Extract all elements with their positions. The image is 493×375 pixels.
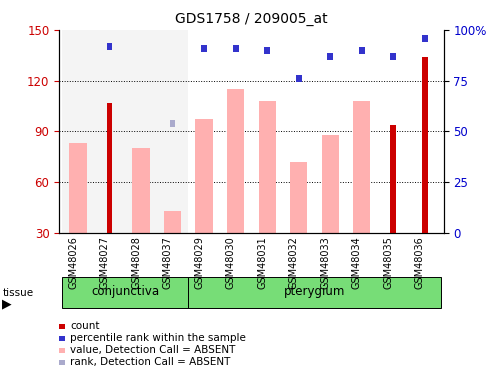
Bar [353,101,370,232]
Text: count: count [70,321,100,331]
Bar [321,135,339,232]
Text: GSM48031: GSM48031 [257,236,267,289]
Bar [170,120,176,127]
Text: rank, Detection Call = ABSENT: rank, Detection Call = ABSENT [70,357,230,367]
Text: tissue: tissue [2,288,34,297]
Bar [227,89,245,232]
Bar [258,101,276,232]
Text: ▶: ▶ [2,297,12,310]
Text: percentile rank within the sample: percentile rank within the sample [70,333,246,343]
Title: GDS1758 / 209005_at: GDS1758 / 209005_at [175,12,328,26]
Bar [233,45,239,52]
Bar [107,43,112,50]
Text: GSM48027: GSM48027 [100,236,109,289]
Bar [422,57,427,232]
Bar [390,124,396,232]
Text: GSM48032: GSM48032 [289,236,299,289]
Text: GSM48033: GSM48033 [320,236,330,289]
Text: conjunctiva: conjunctiva [91,285,159,298]
Bar [264,47,270,54]
Bar [107,103,112,232]
Text: pterygium: pterygium [284,285,345,298]
Bar [196,119,213,232]
Text: GSM48037: GSM48037 [163,236,173,289]
Bar [327,53,333,60]
Bar [62,30,94,232]
Bar [422,34,427,42]
Bar [62,278,188,308]
Bar [188,278,441,308]
Text: GSM48036: GSM48036 [415,236,425,289]
Text: GSM48030: GSM48030 [226,236,236,289]
Bar [157,30,188,232]
Bar [201,45,207,52]
Text: GSM48029: GSM48029 [194,236,204,289]
Text: GSM48035: GSM48035 [383,236,393,289]
Text: value, Detection Call = ABSENT: value, Detection Call = ABSENT [70,345,235,355]
Bar [94,30,125,232]
Bar [164,211,181,232]
Text: GSM48026: GSM48026 [68,236,78,289]
Bar [70,143,87,232]
Text: GSM48034: GSM48034 [352,236,362,289]
Bar [133,148,150,232]
Bar [296,75,302,82]
Bar [390,53,396,60]
Text: GSM48028: GSM48028 [131,236,141,289]
Bar [125,30,157,232]
Bar [290,162,307,232]
Bar [359,47,365,54]
